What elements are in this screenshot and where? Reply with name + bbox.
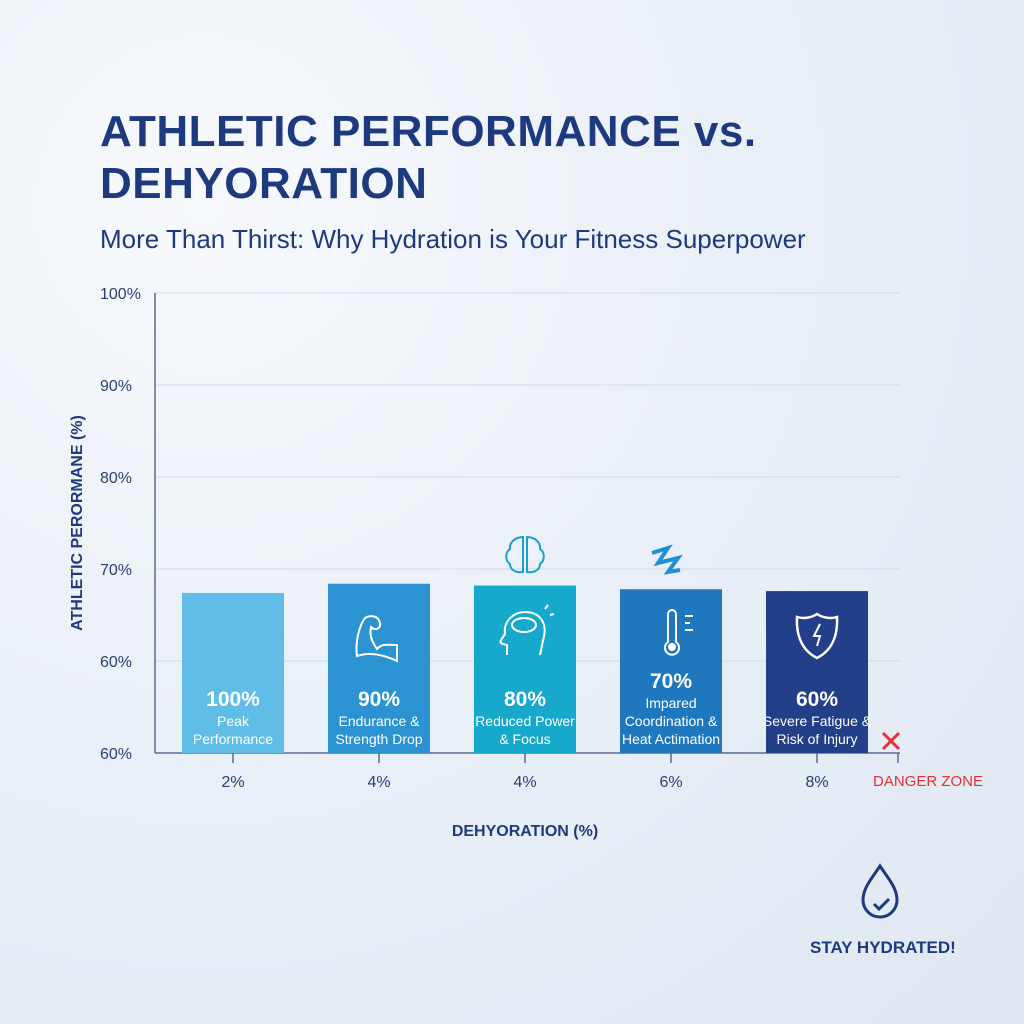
bar-value-label: 60% (796, 688, 838, 711)
bar-description: Strength Drop (335, 731, 422, 747)
y-axis-label: ATHLETIC PERORMANE (%) (69, 415, 86, 631)
brain-icon (505, 535, 545, 574)
bar-value-label: 100% (206, 688, 260, 711)
chart-title: ATHLETIC PERFORMANCE vs. DEHYORATION (100, 106, 757, 210)
danger-x-icon (881, 731, 901, 751)
y-tick-label: 100% (100, 286, 141, 303)
bar-description: Endurance & (339, 713, 421, 729)
bar-description: & Focus (499, 731, 550, 747)
stay-hydrated-label: STAY HYDRATED! (810, 938, 956, 957)
bar-description: Severe Fatigue & (763, 713, 872, 729)
shield-bolt-icon (795, 612, 839, 660)
water-drop-check-icon (861, 863, 899, 919)
title-line-2: DEHYORATION (100, 159, 428, 208)
y-tick-label: 80% (100, 470, 132, 487)
y-tick-label: 60% (100, 746, 132, 763)
x-tick-label: 4% (367, 774, 390, 791)
bar (474, 585, 576, 753)
bar-value-label: 70% (650, 670, 692, 693)
y-tick-label: 70% (100, 562, 132, 579)
x-tick-label: 8% (805, 774, 828, 791)
chart-subtitle: More Than Thirst: Why Hydration is Your … (100, 224, 806, 254)
bar (182, 592, 284, 753)
bar-description: Coordination & (625, 713, 718, 729)
bar-description: Heat Actimation (622, 731, 720, 747)
bar-description: Peak (217, 713, 250, 729)
y-tick-label: 60% (100, 654, 132, 671)
x-tick-label: 6% (659, 774, 682, 791)
y-tick-label: 90% (100, 378, 132, 395)
bar (328, 583, 430, 753)
bar (620, 589, 722, 753)
bar-description: Risk of Injury (777, 731, 858, 747)
thermometer-icon (664, 609, 693, 656)
title-line-1: ATHLETIC PERFORMANCE vs. (100, 107, 757, 156)
bar-value-label: 80% (504, 688, 546, 711)
muscle-icon (355, 615, 398, 663)
bar (766, 591, 868, 753)
x-axis-label: DEHYORATION (%) (452, 823, 598, 840)
x-tick-label: 2% (221, 774, 244, 791)
x-tick-label: 4% (513, 774, 536, 791)
bar-value-label: 90% (358, 688, 400, 711)
lightning-zigzag-icon (651, 544, 683, 575)
bar-description: Reduced Power (475, 713, 575, 729)
bar-description: Impared (645, 695, 696, 711)
danger-zone-label: DANGER ZONE (873, 773, 983, 790)
bar-description: Performance (193, 731, 273, 747)
head-brain-icon (499, 604, 555, 656)
